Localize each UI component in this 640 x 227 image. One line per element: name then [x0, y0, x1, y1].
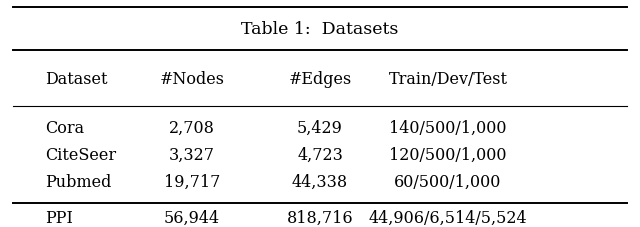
Text: CiteSeer: CiteSeer	[45, 147, 116, 164]
Text: Cora: Cora	[45, 120, 84, 137]
Text: #Edges: #Edges	[289, 71, 351, 88]
Text: 818,716: 818,716	[287, 210, 353, 227]
Text: Table 1:  Datasets: Table 1: Datasets	[241, 21, 399, 38]
Text: #Nodes: #Nodes	[159, 71, 225, 88]
Text: 120/500/1,000: 120/500/1,000	[389, 147, 507, 164]
Text: Train/Dev/Test: Train/Dev/Test	[388, 71, 508, 88]
Text: 44,906/6,514/5,524: 44,906/6,514/5,524	[369, 210, 527, 227]
Text: Dataset: Dataset	[45, 71, 108, 88]
Text: 5,429: 5,429	[297, 120, 343, 137]
Text: 19,717: 19,717	[164, 174, 220, 191]
Text: 2,708: 2,708	[169, 120, 215, 137]
Text: 44,338: 44,338	[292, 174, 348, 191]
Text: 3,327: 3,327	[169, 147, 215, 164]
Text: PPI: PPI	[45, 210, 73, 227]
Text: 56,944: 56,944	[164, 210, 220, 227]
Text: Pubmed: Pubmed	[45, 174, 111, 191]
Text: 4,723: 4,723	[297, 147, 343, 164]
Text: 60/500/1,000: 60/500/1,000	[394, 174, 502, 191]
Text: 140/500/1,000: 140/500/1,000	[389, 120, 507, 137]
